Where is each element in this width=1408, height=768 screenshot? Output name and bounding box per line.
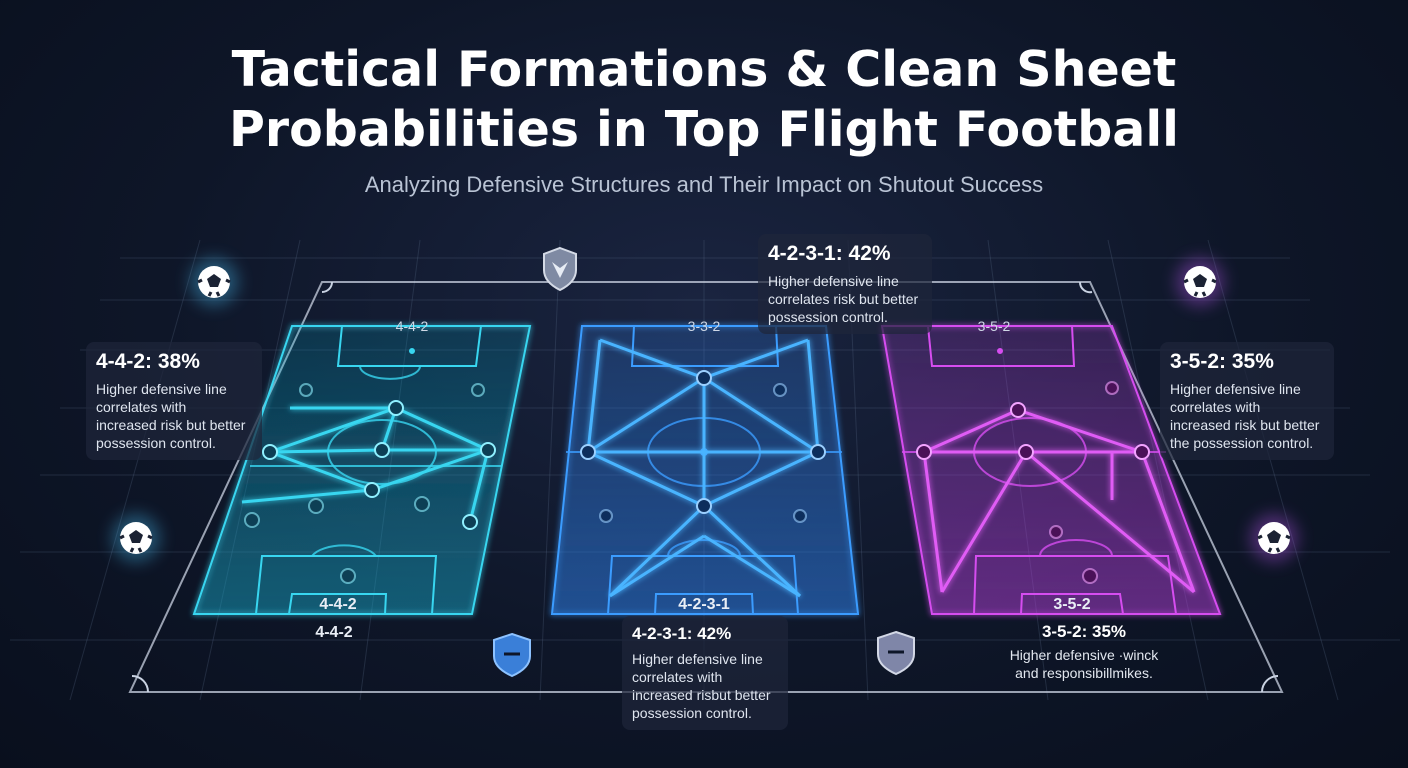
desc-line: Higher defensive line — [1170, 381, 1301, 397]
shield-icon — [493, 632, 531, 678]
desc-line: increased risk but better — [96, 417, 246, 433]
pitch-left-formation-top: 4-4-2 — [395, 318, 429, 334]
pitch-center-formation-top: 3-3-2 — [687, 318, 721, 334]
desc-line: Higher defensive ·winck — [1009, 647, 1159, 663]
desc-line: Higher defensive line — [96, 381, 227, 397]
title-line-2: Probabilities in Top Flight Football — [229, 101, 1179, 158]
pitch-right-formation-box: 3-5-2 — [1053, 596, 1091, 613]
stat-card-center-top-value: 4-2-3-1: 42% — [768, 242, 891, 265]
desc-line: correlates with — [1170, 399, 1261, 415]
stat-note-right-value: 3-5-2: 35% — [1041, 622, 1127, 641]
desc-line: possession control. — [768, 309, 888, 325]
stat-card-left-desc: Higher defensive line correlates with in… — [96, 380, 252, 452]
stat-note-right-below: 3-5-2: 35% Higher defensive ·winck and r… — [994, 622, 1174, 682]
pitch-center-formation-box: 4-2-3-1 — [678, 596, 730, 613]
desc-line: and responsibillmikes. — [1015, 665, 1153, 681]
stat-card-right-desc: Higher defensive line correlates with in… — [1170, 380, 1324, 452]
corner-arc-tl — [321, 281, 333, 293]
desc-line: correlates with — [96, 399, 187, 415]
desc-line: the possession control. — [1170, 435, 1314, 451]
stat-card-right: 3-5-2: 35% Higher defensive line correla… — [1160, 342, 1334, 460]
soccer-ball-icon — [190, 258, 238, 306]
desc-line: correlates risk but better — [768, 291, 919, 307]
desc-line: possession control. — [632, 705, 752, 721]
pitch-right-players — [916, 381, 1150, 584]
desc-line: Higher defensive line — [768, 273, 899, 289]
stat-card-center-bottom-value: 4-2-3-1: 42% — [632, 624, 732, 643]
crest-shield-icon — [543, 246, 577, 292]
title-line-1: Tactical Formations & Clean Sheet — [231, 41, 1177, 98]
pitch-center-players — [580, 370, 826, 523]
pitch-left-formation-below: 4-4-2 — [315, 624, 353, 641]
page-subtitle: Analyzing Defensive Structures and Their… — [364, 172, 1044, 197]
page-title: Tactical Formations & Clean Sheet Probab… — [0, 40, 1408, 160]
shield-icon — [877, 630, 915, 676]
pitch-left-formation-box: 4-4-2 — [319, 596, 357, 613]
stat-card-left: 4-4-2: 38% Higher defensive line correla… — [86, 342, 262, 460]
soccer-ball-icon — [1250, 514, 1298, 562]
stat-note-right-desc: Higher defensive ·winck and responsibill… — [994, 646, 1174, 682]
pitch-left-players — [244, 383, 496, 584]
corner-arc-bl — [131, 675, 149, 693]
soccer-ball-icon — [112, 514, 160, 562]
pitch-left — [192, 325, 532, 615]
corner-arc-br — [1261, 675, 1279, 693]
stat-card-center-bottom: 4-2-3-1: 42% Higher defensive line corre… — [622, 616, 788, 730]
stat-card-center-top: 4-2-3-1: 42% Higher defensive line corre… — [758, 234, 932, 334]
stat-card-left-value: 4-4-2: 38% — [96, 350, 200, 373]
pitch-center-tactic-lines — [586, 338, 820, 598]
stat-card-center-top-desc: Higher defensive line correlates risk bu… — [768, 272, 922, 326]
pitch-right-formation-top: 3-5-2 — [977, 318, 1011, 334]
stat-card-center-bottom-desc: Higher defensive line correlates with in… — [632, 650, 778, 722]
soccer-ball-icon — [1176, 258, 1224, 306]
desc-line: increased risk but better — [1170, 417, 1320, 433]
desc-line: possession control. — [96, 435, 216, 451]
desc-line: correlates with — [632, 669, 723, 685]
corner-arc-tr — [1078, 281, 1093, 294]
desc-line: increased risbut better — [632, 687, 771, 703]
desc-line: Higher defensive line — [632, 651, 763, 667]
stat-card-right-value: 3-5-2: 35% — [1170, 350, 1274, 373]
